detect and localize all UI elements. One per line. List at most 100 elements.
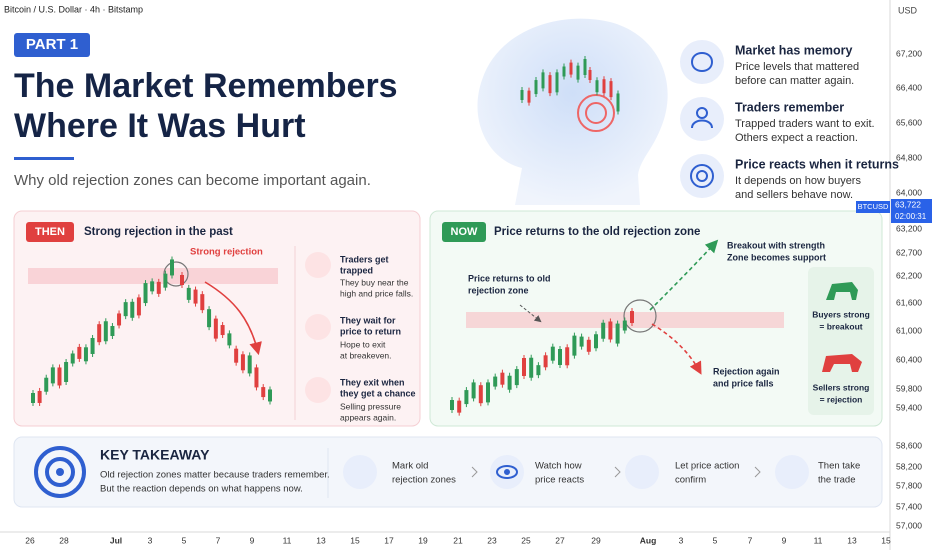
price-tick-label: 60,400	[896, 354, 922, 364]
decor-candle	[608, 321, 613, 340]
highlight-circle	[623, 299, 657, 333]
decor-candle	[110, 325, 115, 336]
time-tick-label: 11	[814, 535, 823, 545]
time-tick-label: 3	[679, 535, 684, 545]
decor-candle	[486, 382, 490, 403]
step-text: They buy near the	[340, 277, 409, 287]
part-badge	[14, 33, 90, 57]
decor-candle	[520, 90, 524, 100]
decor-candle	[555, 72, 559, 93]
takeaway-step: confirm	[675, 475, 706, 486]
decor-candle	[170, 259, 174, 276]
decor-candle	[572, 335, 577, 356]
price-tick-label: 64,800	[896, 152, 922, 162]
currency: USD	[898, 5, 918, 15]
decor-candle	[247, 355, 252, 374]
step-icon	[343, 455, 377, 489]
time-tick-label: 7	[216, 535, 221, 545]
decor-candle	[630, 311, 634, 324]
price-tick-label: 63,200	[896, 223, 922, 233]
chevron	[614, 466, 621, 478]
decor-candle	[576, 65, 580, 80]
time-tick-label: 3	[148, 535, 153, 545]
then-tag	[26, 222, 74, 242]
decor-candle	[136, 297, 141, 316]
price-tick-label: 58,200	[896, 461, 922, 471]
decor-candle	[583, 58, 587, 75]
time-tick-label: 25	[521, 535, 531, 545]
time-tick-label: 15	[350, 535, 360, 545]
time-tick-label: 28	[59, 535, 69, 545]
decor-candle	[594, 334, 598, 349]
step-text: appears again.	[340, 412, 396, 422]
decor-candle	[586, 339, 591, 352]
decor-candle	[180, 275, 184, 285]
feature-icon	[680, 154, 724, 198]
step-text: high and price falls.	[340, 288, 413, 298]
time-tick-label: 11	[283, 535, 292, 545]
time-tick-label: 17	[384, 535, 394, 545]
decor-candle	[588, 70, 592, 80]
time-tick-label: 9	[782, 535, 787, 545]
step-icon	[305, 377, 331, 403]
decor-candle	[493, 376, 498, 387]
price-tick-label: 59,800	[896, 383, 922, 393]
outcome-text: Buyers strong	[812, 309, 870, 319]
subtitle: Why old rejection zones can become impor…	[14, 172, 371, 189]
price-tick-label: 61,600	[896, 297, 922, 307]
outcome-box	[808, 267, 874, 415]
time-tick-label: 5	[182, 535, 187, 545]
decor-candle	[548, 75, 552, 94]
target-icon	[696, 170, 708, 182]
decor-candle	[565, 347, 570, 366]
decor-candle	[616, 93, 620, 112]
decor-candle	[130, 301, 135, 318]
decor-candle	[527, 90, 531, 103]
eye-icon	[496, 465, 518, 479]
time-tick-label: 26	[25, 535, 35, 545]
decor-candle	[240, 354, 245, 371]
time-tick-label: 27	[555, 535, 565, 545]
note: rejection zone	[468, 285, 529, 295]
target-icon	[45, 457, 75, 487]
time-tick-label: 23	[487, 535, 497, 545]
time-tick-label: 9	[250, 535, 255, 545]
decor-candle	[543, 355, 548, 368]
decor-candle	[227, 333, 232, 346]
decor-candle	[123, 302, 128, 317]
outcome-text: = breakout	[819, 321, 862, 331]
feature-title: Market has memory	[735, 43, 852, 57]
note-arrow	[519, 304, 542, 323]
decor-candle	[70, 353, 75, 364]
target-icon	[34, 446, 86, 498]
now-heading: Price returns to the old rejection zone	[494, 226, 700, 238]
time-tick-label: 13	[316, 535, 326, 545]
decor-candle	[595, 80, 599, 93]
step-icon	[305, 314, 331, 340]
decor-candle	[37, 390, 42, 403]
decor-candle	[31, 393, 35, 403]
feature-text: Others expect a reaction.	[735, 132, 858, 144]
takeaway-text: Old rejection zones matter because trade…	[100, 470, 330, 481]
step-text: at breakeven.	[340, 350, 392, 360]
price-tick-label: 57,800	[896, 480, 922, 490]
feature-icon	[680, 40, 724, 84]
decor-candle	[207, 309, 212, 328]
takeaway-step: Then take	[818, 461, 860, 472]
decor-candle	[478, 385, 483, 404]
note: and price falls	[713, 378, 774, 388]
price-tick-label: 64,000	[896, 187, 922, 197]
step-icon	[625, 455, 659, 489]
step-title: They wait for	[340, 315, 396, 325]
then-tag-text: THEN	[35, 226, 65, 238]
time-tick-label: 15	[881, 535, 891, 545]
decor-candle	[471, 382, 476, 399]
price-tick-label: 62,200	[896, 270, 922, 280]
note: Price returns to old	[468, 273, 551, 283]
takeaway-step: Watch how	[535, 461, 582, 472]
decor-candle	[529, 357, 534, 378]
time-tick-label: Aug	[640, 535, 657, 545]
price-tick-label: 62,700	[896, 247, 922, 257]
decor-candle	[541, 72, 545, 89]
